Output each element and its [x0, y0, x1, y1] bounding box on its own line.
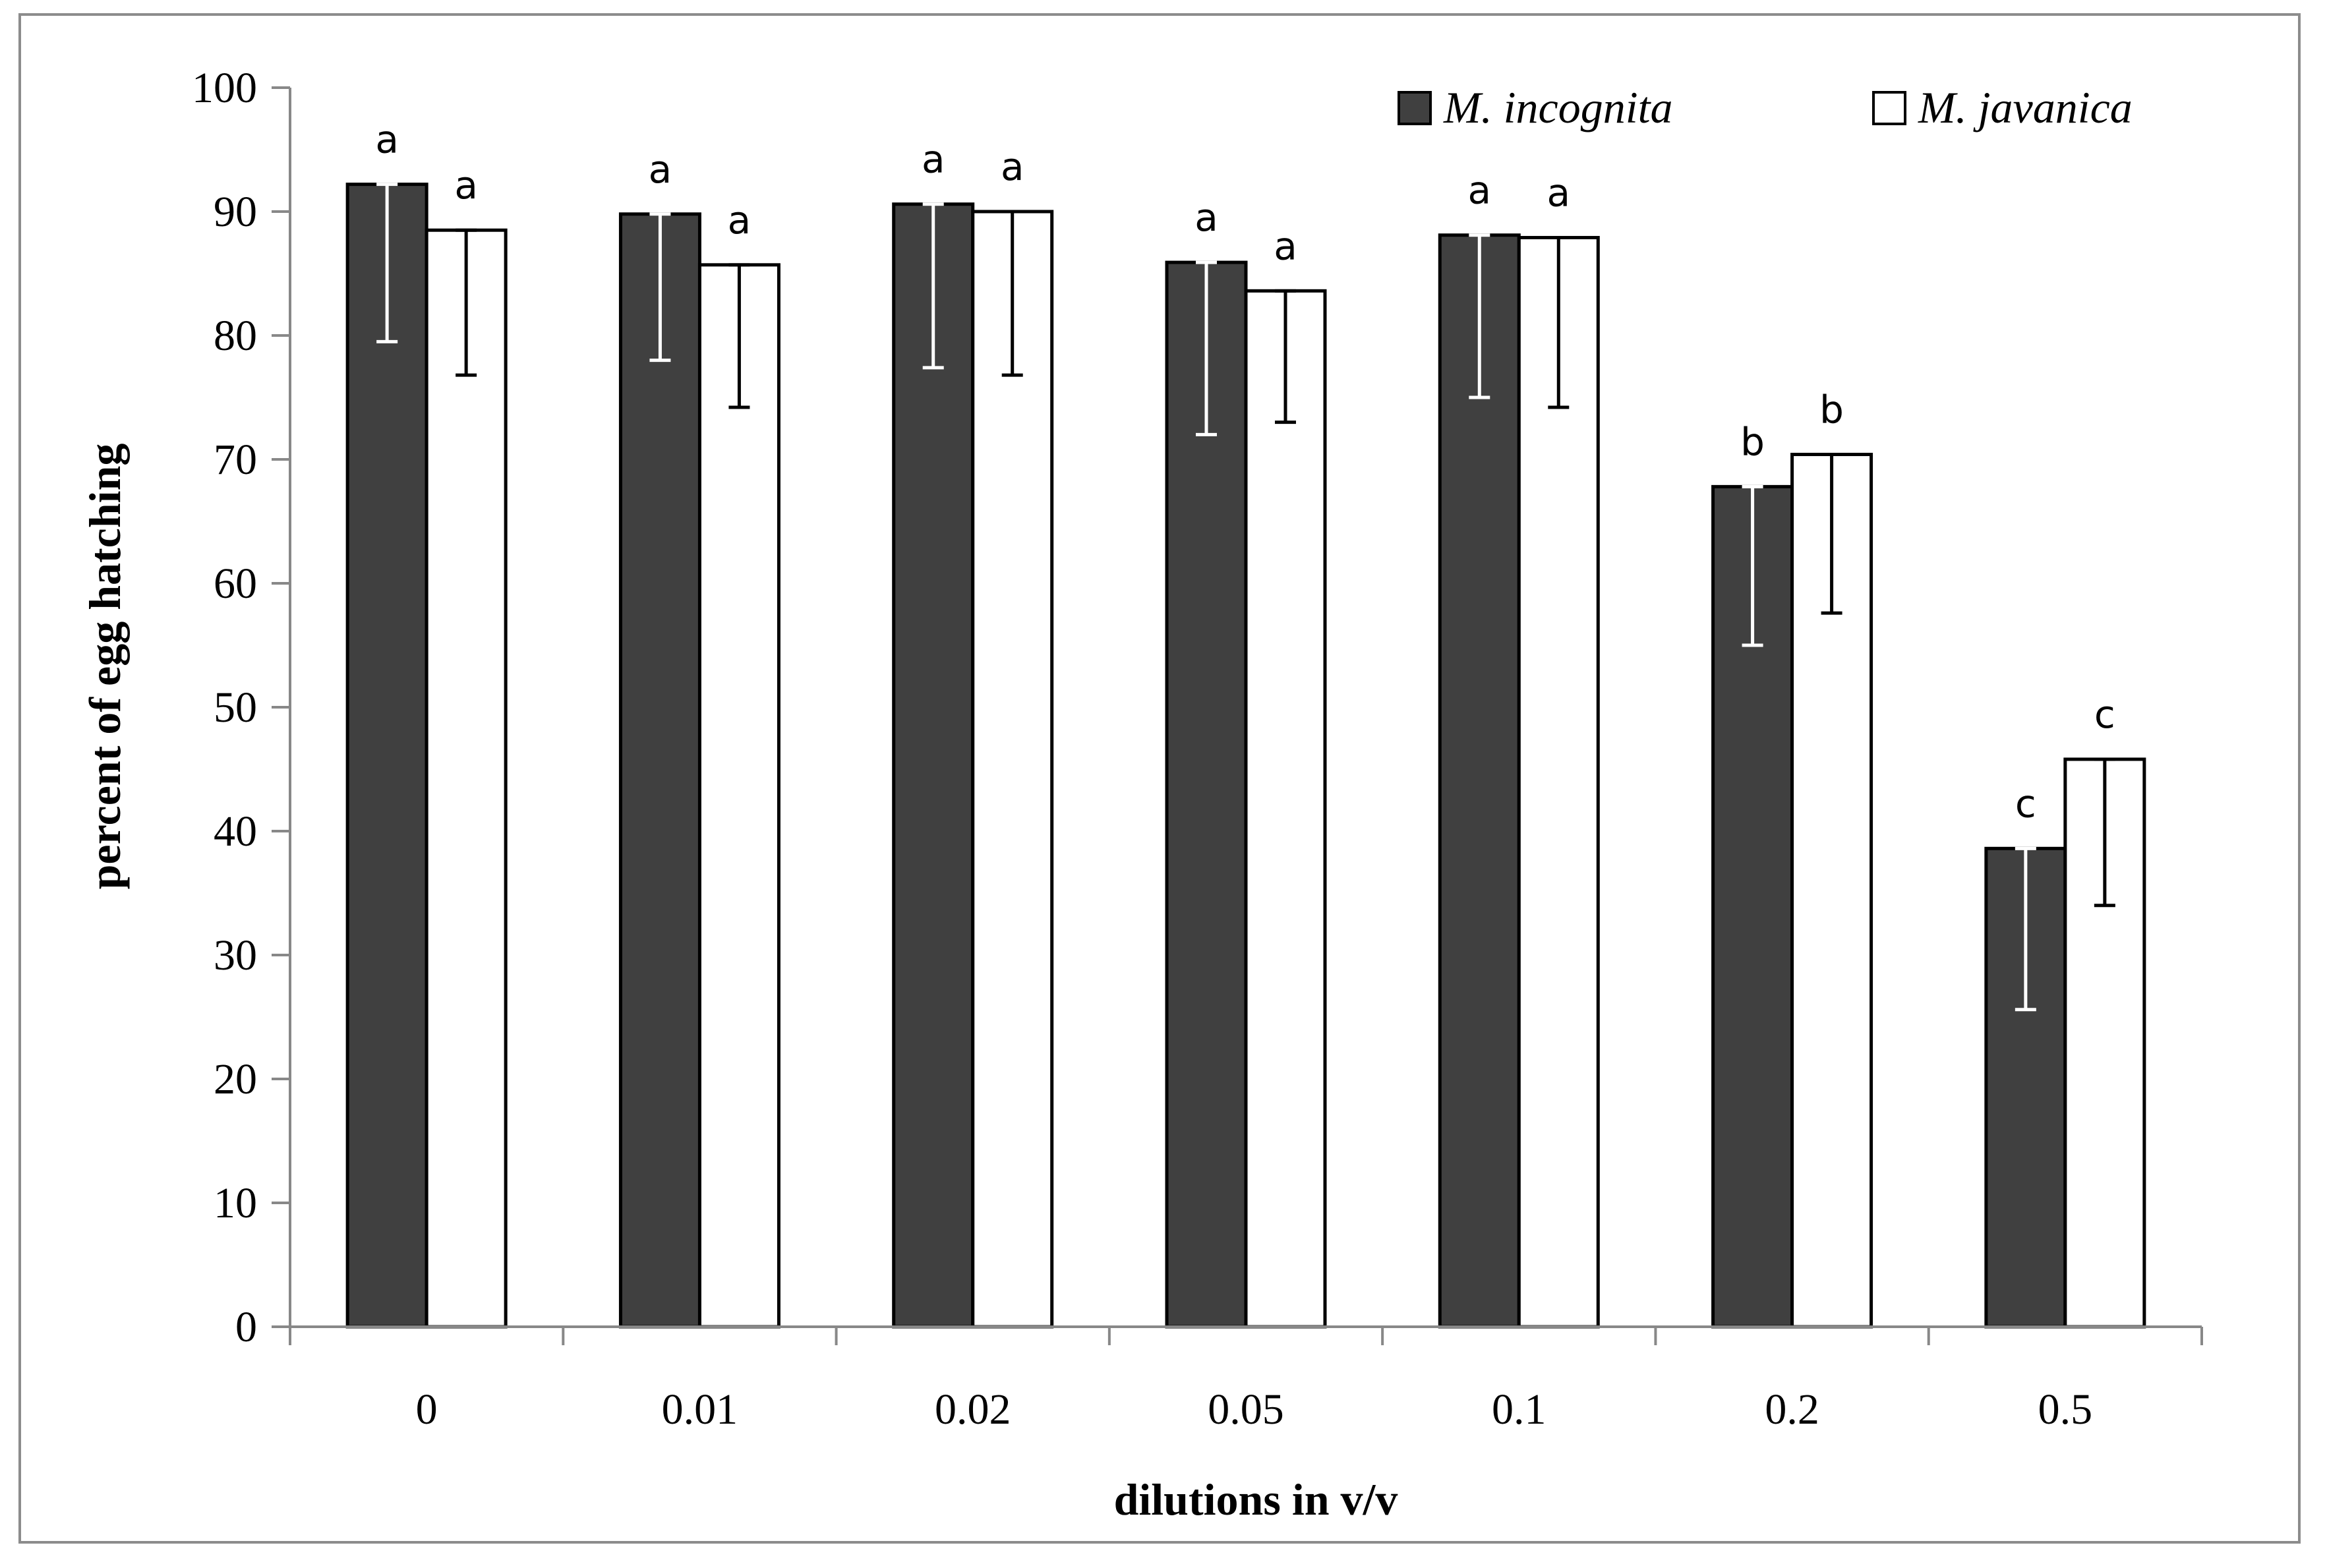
legend-label-m-javanica: M. javanica [1918, 82, 2133, 132]
y-tick-label: 50 [214, 683, 257, 732]
significance-letter: b [1740, 419, 1765, 464]
significance-letter: a [375, 117, 399, 162]
significance-letter: a [1194, 195, 1218, 240]
significance-letter: c [2015, 781, 2036, 826]
significance-letter: a [1274, 223, 1297, 268]
bar-m-javanica [425, 228, 508, 1329]
x-tick-label: 0.01 [662, 1385, 738, 1434]
legend-swatch-m-incognita [1398, 91, 1432, 125]
significance-letter: c [2094, 692, 2115, 737]
bars: a a a a a b c a a a a a b c [345, 117, 2146, 1329]
significance-letter: a [922, 137, 945, 182]
y-tick-label: 0 [235, 1303, 257, 1351]
significance-letter: a [1468, 168, 1492, 213]
y-tick-label: 70 [214, 436, 257, 484]
significance-letter: a [1547, 170, 1571, 215]
bar-m-incognita [1438, 233, 1521, 1329]
y-tick-label: 80 [214, 312, 257, 360]
x-tick-label: 0.2 [1765, 1385, 1819, 1434]
significance-letter: a [649, 147, 672, 192]
significance-letter: a [1001, 144, 1024, 189]
x-tick-label: 0.1 [1492, 1385, 1546, 1434]
bar-m-javanica [697, 263, 781, 1329]
x-tick-label: 0.05 [1208, 1385, 1284, 1434]
x-tick-label: 0 [416, 1385, 438, 1434]
bar-m-incognita [345, 183, 428, 1329]
y-tick-label: 20 [214, 1055, 257, 1103]
y-tick-label: 10 [214, 1179, 257, 1227]
y-axis-title: percent of egg hatching [80, 444, 130, 890]
y-tick-label: 40 [214, 807, 257, 856]
significance-letter: a [728, 198, 751, 243]
bar-m-javanica [1244, 289, 1327, 1329]
y-tick-label: 100 [192, 64, 257, 112]
bar-m-incognita [892, 202, 975, 1329]
legend-label-m-incognita: M. incognita [1443, 82, 1673, 132]
legend-swatch-m-javanica [1872, 91, 1906, 125]
x-axis-title: dilutions in v/v [1114, 1474, 1398, 1524]
significance-letter: a [454, 163, 478, 208]
y-axis-ticks: 0 10 20 30 40 50 60 70 80 90 100 [192, 64, 290, 1351]
bar-m-incognita [618, 212, 701, 1329]
legend: M. incognita M. javanica [1398, 82, 2133, 132]
bar-m-javanica [1517, 235, 1600, 1329]
significance-letter: b [1819, 387, 1844, 432]
y-tick-label: 30 [214, 931, 257, 979]
x-tick-label: 0.02 [935, 1385, 1011, 1434]
bar-m-javanica [971, 210, 1054, 1329]
y-tick-label: 60 [214, 560, 257, 608]
x-axis-ticks: 0 0.01 0.02 0.05 0.1 0.2 0.5 [289, 1327, 2203, 1434]
y-tick-label: 90 [214, 188, 257, 236]
axes [289, 88, 2202, 1328]
x-tick-label: 0.5 [2038, 1385, 2093, 1434]
